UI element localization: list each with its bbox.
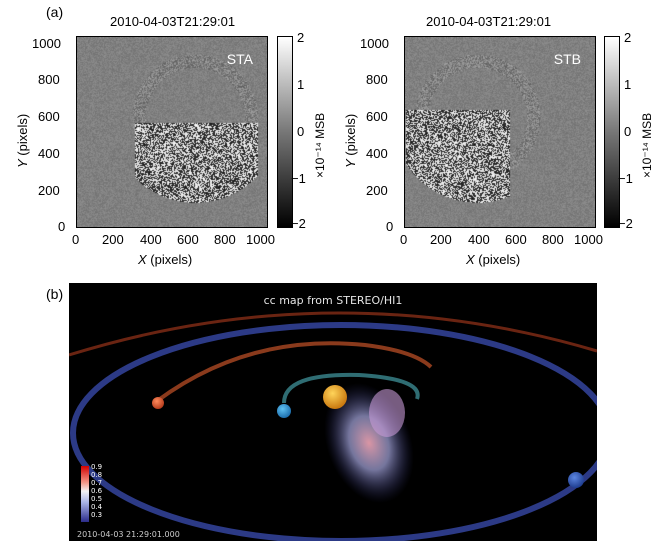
stb-colorbar	[604, 36, 620, 228]
earth-icon	[277, 404, 291, 418]
outer-orbit	[70, 322, 597, 541]
stb-colorbar-label: ×10⁻¹⁴ MSB	[640, 112, 654, 178]
cbar-tick: 0	[297, 124, 305, 139]
cc-map-title: cc map from STEREO/HI1	[263, 294, 403, 307]
stb-image: STB	[404, 36, 596, 228]
x-tick: 200	[430, 232, 452, 247]
render-timestamp: 2010-04-03 21:29:01.000	[77, 530, 180, 539]
stb-timestamp: 2010-04-03T21:29:01	[426, 14, 552, 29]
x-tick: 400	[468, 232, 490, 247]
cbar-tick: −1	[618, 171, 633, 186]
red-orbit-arc	[69, 311, 597, 357]
sta-xlabel: X (pixels)	[138, 252, 193, 267]
y-tick: 600	[38, 109, 60, 124]
x-tick: 800	[542, 232, 564, 247]
legend-tick: 0.6	[91, 487, 103, 495]
stb-xlabel: X (pixels)	[466, 252, 521, 267]
x-tick: 0	[72, 232, 80, 247]
cme-cloud-core	[369, 389, 405, 437]
legend-tick: 0.9	[91, 463, 103, 471]
legend-tick: 0.7	[91, 479, 103, 487]
cbar-tick: 1	[297, 77, 305, 92]
x-tick: 200	[102, 232, 124, 247]
cbar-tick: −2	[618, 216, 633, 231]
y-tick: 1000	[360, 36, 389, 51]
orbit-scene	[69, 311, 597, 541]
y-tick: 0	[386, 219, 394, 234]
x-tick: 0	[400, 232, 408, 247]
x-tick: 400	[140, 232, 162, 247]
y-tick: 600	[366, 109, 388, 124]
legend-tick: 0.4	[91, 503, 103, 511]
x-tick: 1000	[246, 232, 275, 247]
cbar-tick: −1	[291, 171, 306, 186]
inner-orbit	[282, 372, 420, 404]
sta-colorbar	[277, 36, 293, 228]
cbar-tick: 2	[624, 30, 632, 45]
cbar-tick: 1	[624, 77, 632, 92]
sta-tag: STA	[226, 51, 253, 67]
sta-colorbar-label: ×10⁻¹⁴ MSB	[313, 112, 327, 178]
x-tick: 1000	[574, 232, 603, 247]
x-tick: 600	[177, 232, 199, 247]
y-tick: 800	[366, 72, 388, 87]
x-tick: 600	[505, 232, 527, 247]
stereo-b-icon	[568, 472, 584, 488]
sun-icon	[323, 385, 347, 409]
y-tick: 800	[38, 72, 60, 87]
x-tick: 800	[214, 232, 236, 247]
legend-colorbar	[81, 466, 89, 522]
stb-ylabel: Y (pixels)	[343, 113, 358, 168]
planet-trajectory	[155, 341, 433, 403]
cbar-tick: 2	[297, 30, 305, 45]
y-tick: 400	[38, 146, 60, 161]
y-tick: 0	[58, 219, 66, 234]
cbar-tick: −2	[291, 216, 306, 231]
stb-tag: STB	[553, 51, 581, 67]
y-tick: 1000	[32, 36, 61, 51]
panel-a-label: (a)	[46, 4, 64, 20]
legend-tick: 0.5	[91, 495, 103, 503]
panel-b-label: (b)	[46, 286, 64, 302]
y-tick: 200	[366, 183, 388, 198]
sta-ylabel: Y (pixels)	[15, 113, 30, 168]
cc-map-render: cc map from STEREO/HI1 0.9 0.8 0.7 0.6 0…	[69, 283, 597, 541]
legend-tick: 0.8	[91, 471, 103, 479]
y-tick: 400	[366, 146, 388, 161]
y-tick: 200	[38, 183, 60, 198]
sta-image: STA	[76, 36, 268, 228]
cbar-tick: 0	[624, 124, 632, 139]
legend-tick: 0.3	[91, 511, 103, 519]
sta-timestamp: 2010-04-03T21:29:01	[110, 14, 236, 29]
planet-red-icon	[152, 397, 164, 409]
